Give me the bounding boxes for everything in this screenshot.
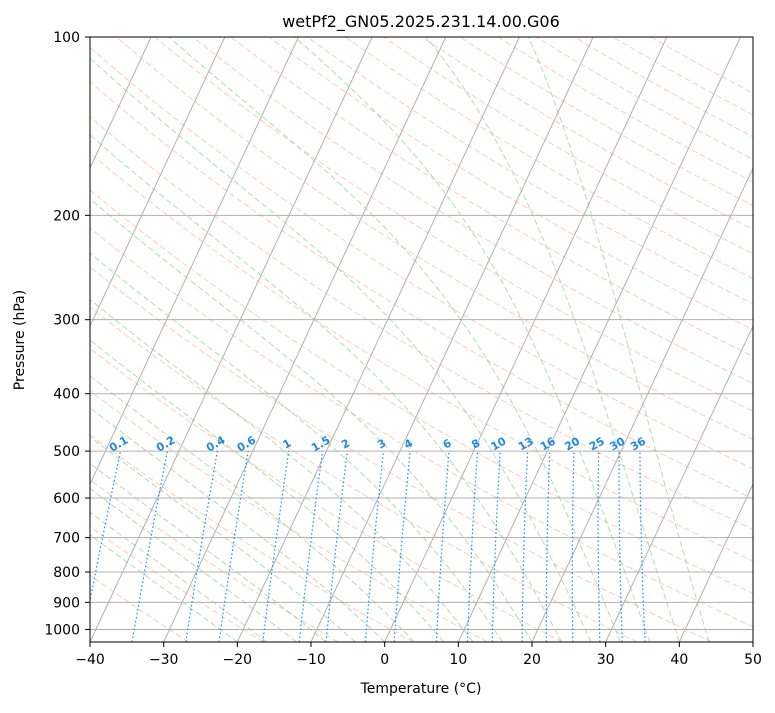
y-axis-label: Pressure (hPa) <box>12 290 28 390</box>
y-tick-label: 700 <box>53 531 80 547</box>
x-tick-label: −40 <box>75 652 105 668</box>
x-tick-label: 50 <box>744 652 762 668</box>
y-tick-label: 500 <box>53 444 80 460</box>
y-tick-label: 1000 <box>44 622 80 638</box>
y-tick-label: 400 <box>53 387 80 403</box>
y-tick-label: 600 <box>53 491 80 507</box>
x-tick-label: −10 <box>296 652 326 668</box>
x-tick-label: 40 <box>670 652 688 668</box>
y-tick-label: 900 <box>53 595 80 611</box>
x-axis-label: Temperature (°C) <box>360 681 482 697</box>
x-tick-label: 0 <box>380 652 389 668</box>
x-tick-label: 20 <box>523 652 541 668</box>
x-tick-label: 30 <box>597 652 615 668</box>
y-tick-label: 200 <box>53 208 80 224</box>
y-tick-label: 100 <box>53 30 80 46</box>
x-tick-label: 10 <box>449 652 467 668</box>
y-tick-label: 800 <box>53 565 80 581</box>
chart-title: wetPf2_GN05.2025.231.14.00.G06 <box>282 12 560 32</box>
x-tick-label: −30 <box>149 652 179 668</box>
y-tick-label: 300 <box>53 313 80 329</box>
x-tick-label: −20 <box>223 652 253 668</box>
